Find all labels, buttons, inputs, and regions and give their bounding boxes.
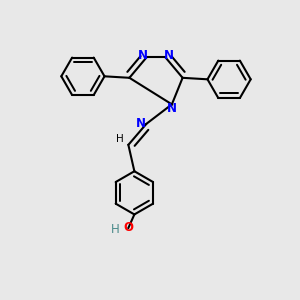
Text: O: O xyxy=(123,221,134,234)
Text: N: N xyxy=(136,117,146,130)
Text: H: H xyxy=(116,134,124,144)
Text: N: N xyxy=(164,49,174,62)
Text: N: N xyxy=(167,102,177,115)
Text: H: H xyxy=(110,223,119,236)
Text: N: N xyxy=(138,49,148,62)
